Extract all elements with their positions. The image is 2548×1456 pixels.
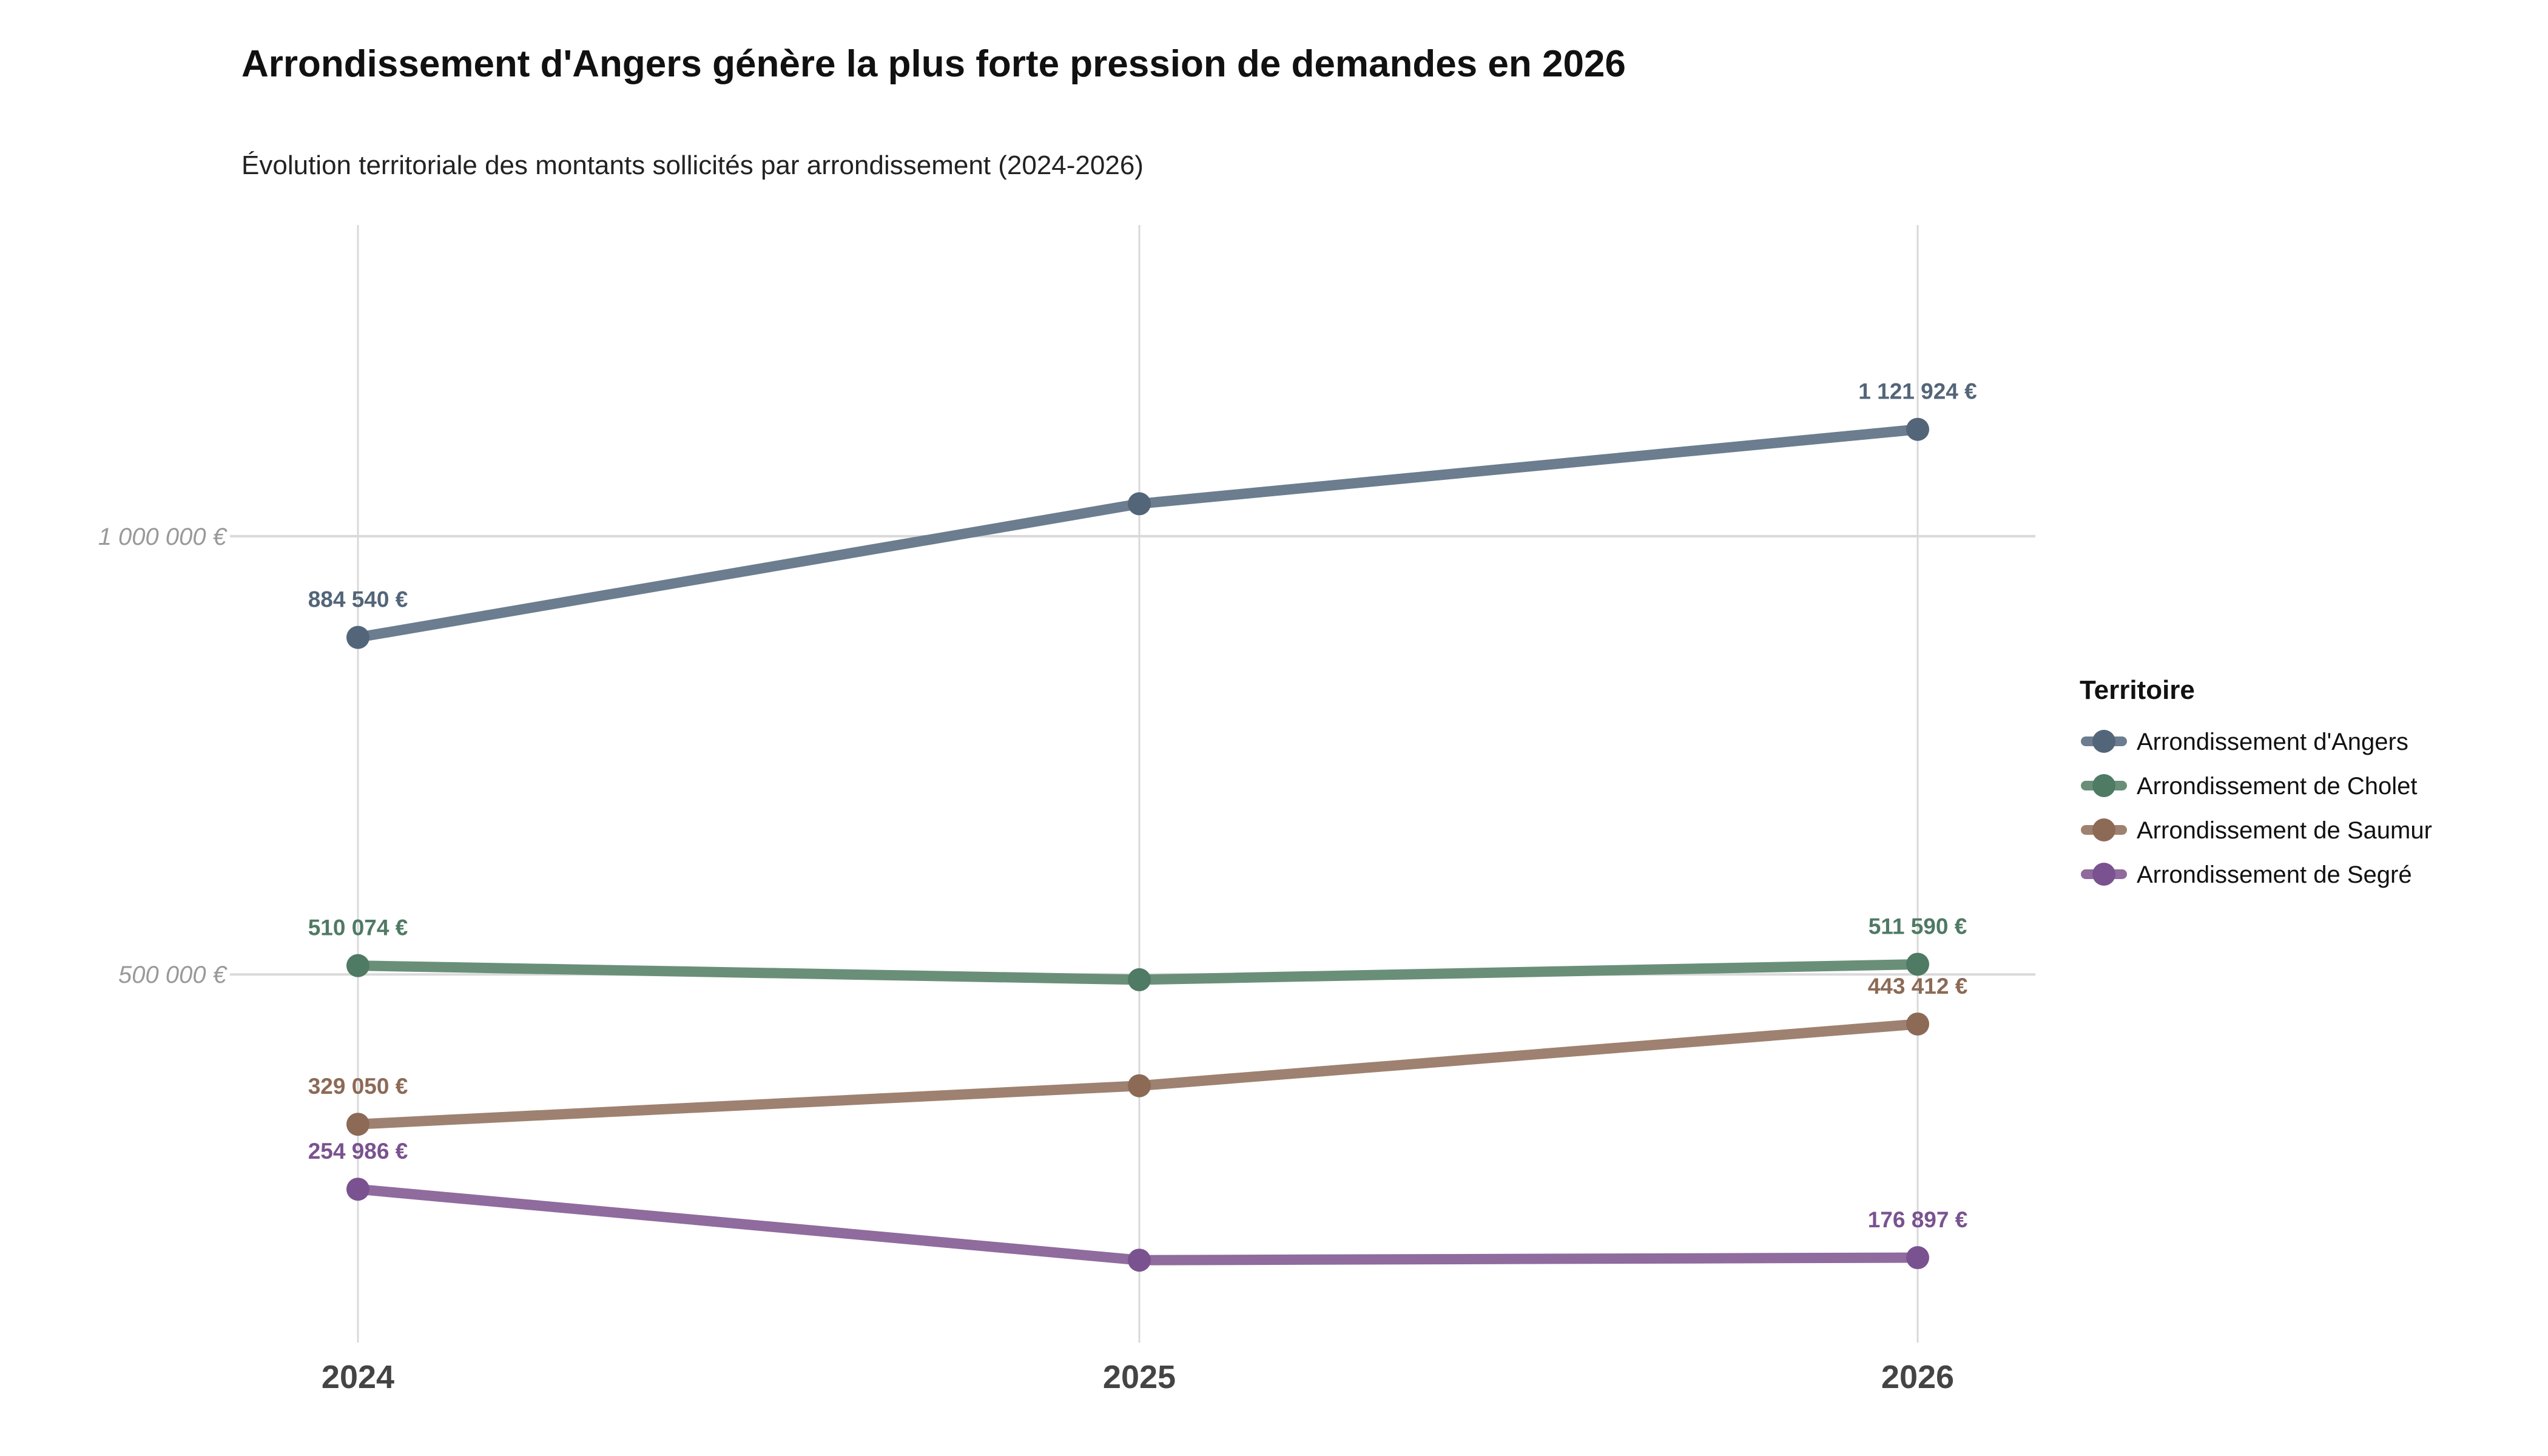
data-point	[1128, 492, 1151, 516]
data-label: 254 986 €	[308, 1139, 408, 1164]
chart-subtitle: Évolution territoriale des montants soll…	[241, 150, 1144, 180]
data-label: 884 540 €	[308, 587, 408, 612]
legend-marker	[2092, 863, 2115, 886]
data-point	[1906, 1012, 1929, 1036]
legend-marker	[2092, 818, 2115, 841]
legend-marker	[2092, 730, 2115, 753]
series-line	[352, 424, 1923, 643]
data-point	[346, 1113, 369, 1136]
data-point	[1906, 417, 1929, 441]
data-label: 510 074 €	[308, 915, 408, 940]
legend-marker	[2092, 774, 2115, 797]
data-point	[1128, 968, 1151, 991]
data-point	[1906, 952, 1929, 976]
data-label: 176 897 €	[1868, 1207, 1968, 1232]
legend-item-label: Arrondissement de Cholet	[2137, 773, 2417, 800]
data-label: 443 412 €	[1868, 974, 1968, 999]
x-tick-label: 2026	[1881, 1359, 1954, 1395]
data-label: 511 590 €	[1869, 914, 1967, 939]
data-point	[346, 954, 369, 977]
x-tick-label: 2024	[322, 1359, 394, 1395]
legend-title: Territoire	[2080, 675, 2195, 705]
legend-item-label: Arrondissement d'Angers	[2137, 729, 2408, 755]
chart-title: Arrondissement d'Angers génère la plus f…	[241, 43, 1626, 85]
y-tick-label: 500 000 €	[118, 962, 228, 988]
y-tick-label: 1 000 000 €	[98, 524, 228, 550]
data-label: 329 050 €	[308, 1074, 408, 1099]
legend-item-label: Arrondissement de Segré	[2137, 861, 2412, 888]
legend-item-label: Arrondissement de Saumur	[2137, 817, 2432, 844]
data-point	[1906, 1246, 1929, 1270]
data-point	[346, 1178, 369, 1201]
x-tick-label: 2025	[1103, 1359, 1176, 1395]
data-label: 1 121 924 €	[1858, 379, 1977, 404]
data-point	[346, 625, 369, 649]
series-line	[352, 1019, 1923, 1130]
data-point	[1128, 1249, 1151, 1272]
data-point	[1128, 1074, 1151, 1097]
